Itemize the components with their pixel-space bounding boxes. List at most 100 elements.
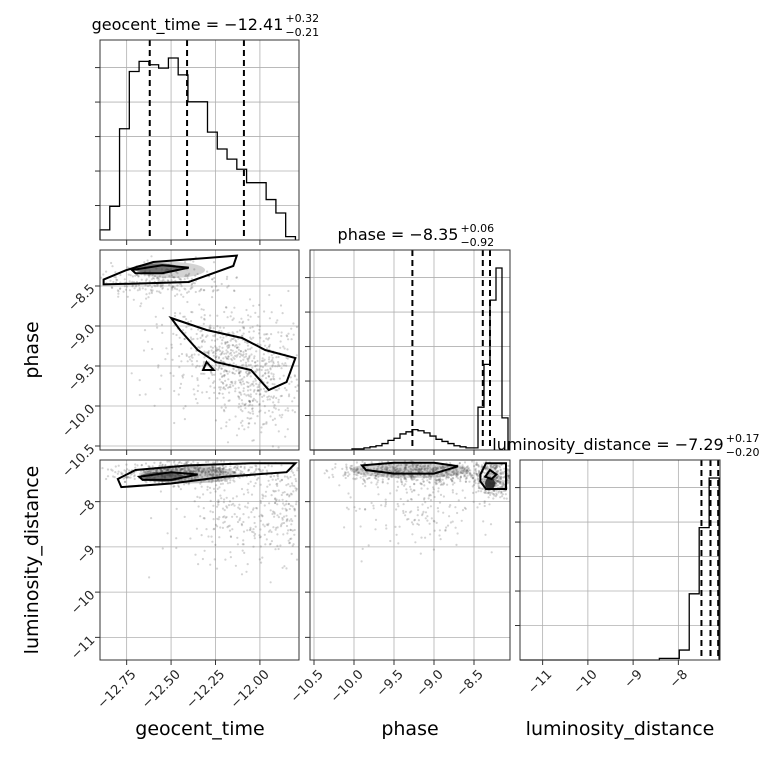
sample-point xyxy=(202,362,206,365)
sample-point xyxy=(496,480,499,483)
sample-point xyxy=(438,475,441,478)
sample-point xyxy=(222,466,225,470)
sample-point xyxy=(218,365,221,368)
sample-point xyxy=(429,477,432,480)
sample-point xyxy=(125,476,128,479)
sample-point xyxy=(268,543,271,546)
sample-point xyxy=(179,468,182,471)
sample-point xyxy=(128,280,131,283)
sample-point xyxy=(272,375,275,378)
sample-point xyxy=(247,318,250,321)
sample-point xyxy=(264,490,268,493)
sample-point xyxy=(489,466,492,469)
sample-point xyxy=(460,519,463,522)
sample-point xyxy=(271,382,274,386)
sample-point xyxy=(217,518,220,521)
sample-point xyxy=(437,467,440,470)
sample-point xyxy=(268,317,271,320)
sample-point xyxy=(192,470,196,473)
sample-point xyxy=(405,463,408,466)
sample-point xyxy=(215,471,218,474)
sample-point xyxy=(438,501,442,504)
sample-point xyxy=(228,467,231,471)
sample-point xyxy=(145,293,148,296)
sample-point xyxy=(233,289,236,292)
sample-point xyxy=(494,482,497,485)
sample-point xyxy=(285,508,288,512)
sample-point xyxy=(279,480,282,483)
sample-point xyxy=(498,464,501,467)
sample-point xyxy=(488,503,491,506)
sample-point xyxy=(232,368,235,371)
sample-point xyxy=(441,465,444,468)
sample-point xyxy=(193,465,196,468)
sample-point xyxy=(255,382,258,385)
sample-point xyxy=(478,502,481,505)
sample-point xyxy=(425,467,428,470)
sample-point xyxy=(452,471,455,474)
sample-point xyxy=(376,467,380,470)
sample-point xyxy=(432,491,435,494)
sample-point xyxy=(225,369,228,372)
sample-point xyxy=(434,478,437,481)
sample-point xyxy=(249,388,252,391)
sample-point xyxy=(273,383,276,386)
sample-point xyxy=(212,289,215,292)
sample-point xyxy=(498,490,501,493)
sample-point xyxy=(166,467,169,470)
sample-point xyxy=(423,468,426,471)
sample-point xyxy=(238,476,241,479)
sample-point xyxy=(255,506,258,510)
sample-point xyxy=(262,400,265,403)
sample-point xyxy=(177,276,180,279)
sample-point xyxy=(182,315,185,318)
sample-point xyxy=(404,464,407,467)
sample-point xyxy=(132,471,135,474)
sample-point xyxy=(242,389,245,393)
sample-point xyxy=(208,466,211,469)
sample-point xyxy=(451,520,454,523)
sample-point xyxy=(498,480,501,483)
sample-point xyxy=(214,469,218,472)
sample-point xyxy=(499,478,502,481)
sample-point xyxy=(465,465,468,469)
sample-point xyxy=(126,266,129,269)
sample-point xyxy=(249,326,252,329)
sample-point xyxy=(220,282,223,286)
sample-point xyxy=(265,362,268,365)
sample-point xyxy=(360,468,363,471)
sample-point xyxy=(150,469,153,472)
sample-point xyxy=(268,356,271,359)
sample-point xyxy=(200,534,203,537)
sample-point xyxy=(261,493,264,496)
sample-point xyxy=(159,387,162,390)
sample-point xyxy=(201,334,204,338)
sample-point xyxy=(389,539,392,543)
sample-point xyxy=(185,470,188,473)
sample-point xyxy=(229,551,232,554)
sample-point xyxy=(266,381,269,384)
sample-point xyxy=(246,357,249,360)
sample-point xyxy=(176,293,179,296)
sample-point xyxy=(118,287,122,291)
sample-point xyxy=(263,525,266,528)
sample-point xyxy=(364,481,367,484)
sample-point xyxy=(203,318,206,321)
sample-point xyxy=(438,465,442,468)
sample-point xyxy=(119,287,122,290)
sample-point xyxy=(213,339,217,342)
sample-point xyxy=(219,349,222,353)
sample-point xyxy=(246,389,250,392)
sample-point xyxy=(274,478,277,481)
sample-point xyxy=(171,285,174,288)
sample-point xyxy=(489,464,492,467)
sample-point xyxy=(166,468,169,472)
sample-point xyxy=(483,478,486,481)
sample-point xyxy=(287,539,290,542)
sample-point xyxy=(409,465,412,468)
sample-point xyxy=(150,290,153,293)
sample-point xyxy=(472,483,476,487)
sample-point xyxy=(217,499,220,502)
sample-point xyxy=(247,411,250,414)
sample-point xyxy=(412,466,415,469)
